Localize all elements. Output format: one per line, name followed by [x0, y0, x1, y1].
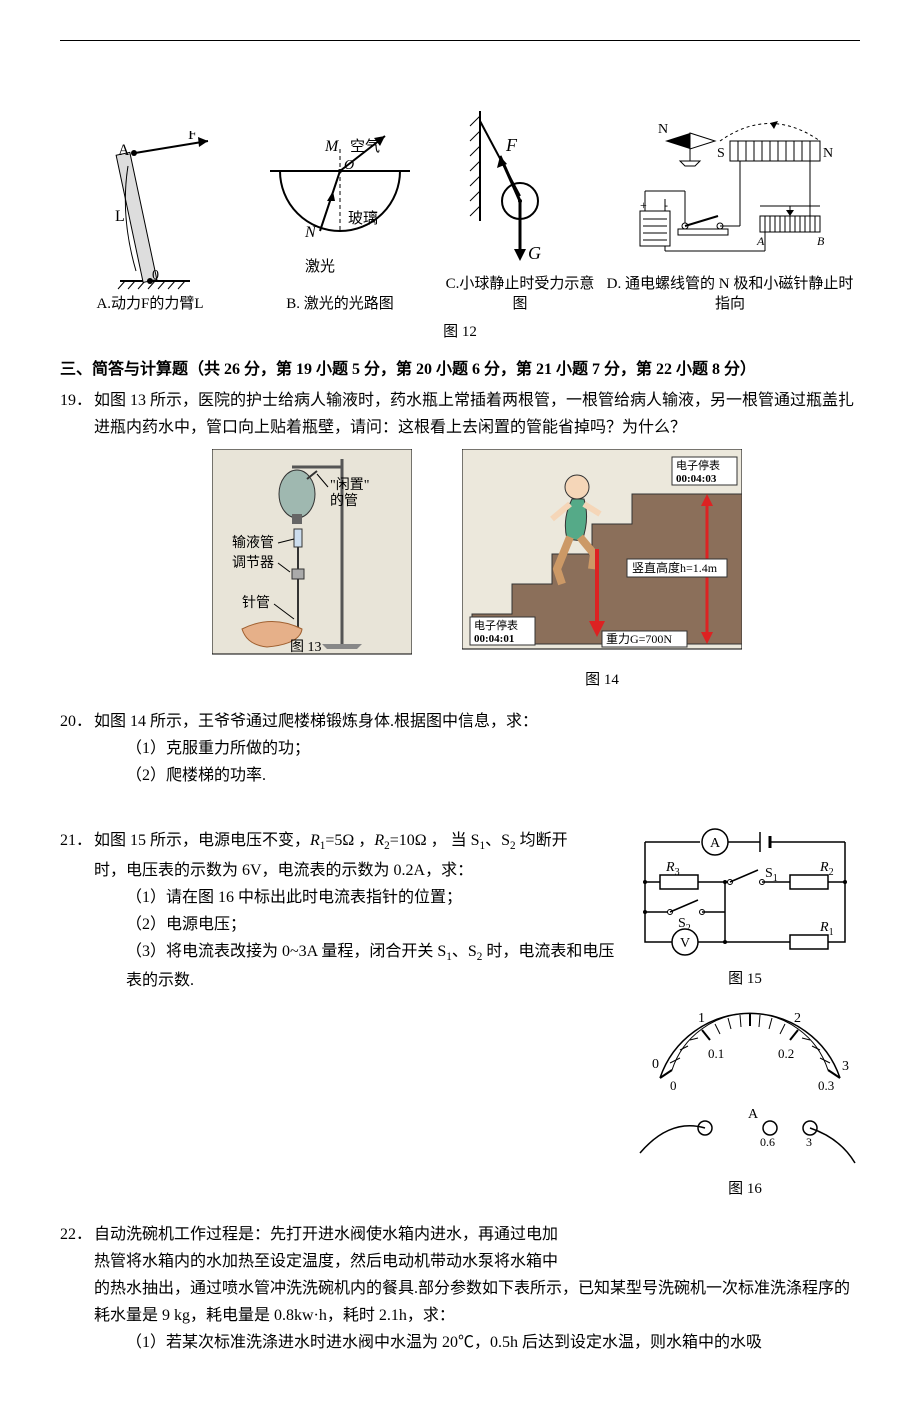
fig12b-caption: B. 激光的光路图 [240, 295, 440, 315]
question-22: 22． 自动洗碗机工作过程是：先打开进水阀使水箱内进水，再通过电加 热管将水箱内… [60, 1221, 860, 1357]
q22-sub1: （1）若某次标准洗涤进水时进水阀中水温为 20℃，0.5h 后达到设定水温，则水… [126, 1329, 860, 1356]
question-20: 20． 如图 14 所示，王爷爷通过爬楼梯锻炼身体.根据图中信息，求： （1）克… [60, 708, 860, 790]
q21-sub2: （2）电源电压； [126, 911, 620, 938]
fig16-svg: 0 1 2 3 0 0.1 0.2 0.3 A 0.6 3 [630, 998, 860, 1168]
fig12b-svg: M 空气 O N 玻璃 激光 [250, 131, 430, 291]
fig15-V: V [680, 936, 690, 951]
q20-text: 如图 14 所示，王爷爷通过爬楼梯锻炼身体.根据图中信息，求： [94, 708, 860, 735]
figure14: 电子停表 00:04:03 竖直高度h=1.4m 电子停表 00:04:01 重… [462, 449, 742, 694]
fig12-main-caption: 图 12 [60, 320, 860, 346]
svg-text:0.1: 0.1 [708, 1046, 724, 1061]
fig15-caption: 图 15 [630, 967, 860, 993]
figure12-row: 0 F A L A.动力F的力臂L M 空气 O [60, 101, 860, 314]
fig13-needle: 针管 [242, 595, 270, 611]
fig14-height: 竖直高度h=1.4m [632, 560, 718, 575]
fig14-timerbot: 电子停表 [474, 618, 518, 632]
figure13: "闲置" 的管 输液管 调节器 针管 图 13 [212, 449, 412, 694]
fig12d-N2: N [823, 146, 833, 161]
figure12-b: M 空气 O N 玻璃 激光 B. 激光的光路图 [240, 131, 440, 315]
svg-text:3: 3 [806, 1135, 812, 1149]
fig12a-A: A [118, 142, 130, 159]
q21-line1: 如图 15 所示，电源电压不变，R1=5Ω ，R2=10Ω ， 当 S1、S2 … [94, 827, 620, 856]
svg-text:1: 1 [698, 1011, 705, 1026]
fig13-svg: "闲置" 的管 输液管 调节器 针管 图 13 [212, 449, 412, 659]
fig13-tube: 输液管 [232, 535, 274, 551]
section3-title: 三、简答与计算题（共 26 分，第 19 小题 5 分，第 20 小题 6 分，… [60, 356, 860, 383]
svg-text:3: 3 [842, 1059, 849, 1074]
fig13-reg: 调节器 [232, 555, 274, 571]
fig14-svg: 电子停表 00:04:03 竖直高度h=1.4m 电子停表 00:04:01 重… [462, 449, 742, 659]
fig14-timebot: 00:04:01 [474, 633, 514, 645]
fig13-idle2: 的管 [330, 493, 358, 509]
fig16-caption: 图 16 [630, 1177, 860, 1203]
fig12c-svg: F G [450, 101, 590, 271]
fig12a-caption: A.动力F的力臂L [60, 295, 240, 315]
q21-line2: 时，电压表的示数为 6V，电流表的示数为 0.2A，求： [94, 857, 620, 884]
fig12a-O: 0 [152, 268, 159, 283]
fig12d-A: A [756, 234, 765, 248]
q20-sub1: （1）克服重力所做的功； [126, 735, 860, 762]
svg-text:2: 2 [794, 1011, 801, 1026]
svg-text:0: 0 [652, 1057, 659, 1072]
fig15-A: A [710, 836, 721, 851]
q19-text: 如图 13 所示，医院的护士给病人输液时，药水瓶上常插着两根管，一根管给病人输液… [94, 387, 860, 441]
fig12a-svg: 0 F A L [80, 131, 220, 291]
fig12d-caption: D. 通电螺线管的 N 极和小磁针静止时指向 [600, 275, 860, 314]
question-19: 19． 如图 13 所示，医院的护士给病人输液时，药水瓶上常插着两根管，一根管给… [60, 387, 860, 698]
svg-text:0.3: 0.3 [818, 1078, 834, 1093]
fig12c-F: F [505, 135, 518, 155]
fig13-caption: 图 13 [290, 640, 322, 655]
fig14-timetop: 00:04:03 [676, 473, 717, 485]
q22-num: 22． [60, 1221, 94, 1357]
fig12d-S: S [717, 146, 725, 161]
fig13-idle1: "闲置" [330, 477, 369, 493]
fig14-weight: 重力G=700N [606, 632, 672, 646]
fig12b-M: M [324, 138, 340, 155]
fig12d-svg: N S N +- [620, 111, 840, 271]
figure12-c: F G C.小球静止时受力示意图 [440, 101, 600, 314]
fig12a-L: L [115, 208, 125, 225]
svg-text:0.2: 0.2 [778, 1046, 794, 1061]
q22-l2: 热管将水箱内的水加热至设定温度，然后电动机带动水泵将水箱中 [94, 1248, 860, 1275]
question-21: 21． 如图 15 所示，电源电压不变，R1=5Ω ，R2=10Ω ， 当 S1… [60, 827, 620, 994]
q21-num: 21． [60, 827, 94, 994]
svg-text:+: + [640, 198, 647, 212]
fig12b-N: N [304, 224, 317, 241]
q21-sub3: （3）将电流表改接为 0~3A 量程，闭合开关 S1、S2 时，电流表和电压表的… [126, 938, 620, 994]
q20-sub2: （2）爬楼梯的功率. [126, 762, 860, 789]
fig14-timertop: 电子停表 [676, 458, 720, 472]
figure12-a: 0 F A L A.动力F的力臂L [60, 131, 240, 315]
q20-num: 20． [60, 708, 94, 790]
svg-text:A: A [748, 1107, 759, 1122]
fig12d-B: B [817, 234, 825, 248]
q22-l1: 自动洗碗机工作过程是：先打开进水阀使水箱内进水，再通过电加 [94, 1221, 860, 1248]
page-header-rule [60, 40, 860, 41]
fig12d-N1: N [658, 122, 668, 137]
q21-sub1: （1）请在图 16 中标出此时电流表指针的位置； [126, 884, 620, 911]
q22-l3: 的热水抽出，通过喷水管冲洗洗碗机内的餐具.部分参数如下表所示，已知某型号洗碗机一… [94, 1275, 860, 1329]
figure12-d: N S N +- [600, 111, 860, 314]
svg-text:0.6: 0.6 [760, 1135, 775, 1149]
fig14-caption: 图 14 [462, 668, 742, 694]
fig12c-G: G [528, 243, 541, 263]
question-21-row: 21． 如图 15 所示，电源电压不变，R1=5Ω ，R2=10Ω ， 当 S1… [60, 827, 860, 1202]
fig12b-glass: 玻璃 [348, 210, 378, 227]
fig12b-laser: 激光 [305, 258, 335, 275]
svg-text:0: 0 [670, 1078, 677, 1093]
q19-num: 19． [60, 387, 94, 698]
fig15-svg: A R3 S1 R2 S2 [630, 827, 860, 957]
fig12a-F: F [188, 131, 197, 143]
fig12c-caption: C.小球静止时受力示意图 [440, 275, 600, 314]
